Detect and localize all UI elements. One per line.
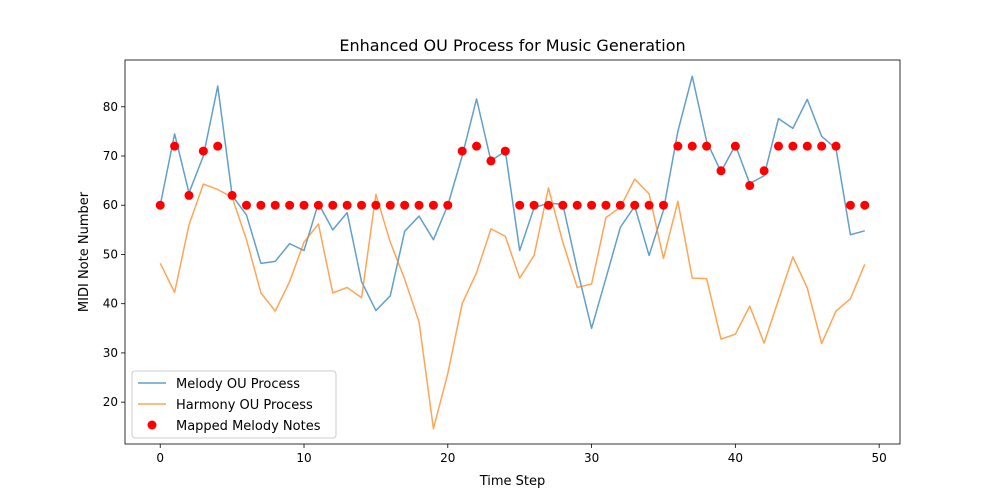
y-tick-label: 20 <box>103 395 118 409</box>
mapped-note-point <box>170 141 180 151</box>
mapped-note-point <box>213 141 223 151</box>
x-tick-label: 50 <box>872 451 887 465</box>
plot-series <box>155 75 870 430</box>
legend-label-melody: Melody OU Process <box>176 377 300 392</box>
mapped-note-point <box>357 200 367 210</box>
series-line-harmony-ou-process <box>159 178 866 430</box>
plot-frame <box>124 59 901 445</box>
mapped-note-point <box>428 200 438 210</box>
legend-box <box>131 370 337 439</box>
y-tick-label: 70 <box>103 149 118 163</box>
mapped-note-point <box>285 200 295 210</box>
mapped-note-point <box>673 141 683 151</box>
mapped-note-point <box>572 200 582 210</box>
mapped-note-point <box>414 200 424 210</box>
mapped-note-point <box>198 146 208 156</box>
mapped-note-point <box>543 200 553 210</box>
mapped-note-point <box>241 200 251 210</box>
mapped-note-point <box>860 200 870 210</box>
mapped-note-point <box>802 141 812 151</box>
chart-title: Enhanced OU Process for Music Generation <box>339 36 685 55</box>
mapped-note-point <box>817 141 827 151</box>
mapped-note-point <box>630 200 640 210</box>
mapped-note-point <box>400 200 410 210</box>
mapped-note-point <box>500 146 510 156</box>
mapped-note-point <box>385 200 395 210</box>
mapped-note-point <box>774 141 784 151</box>
mapped-note-point <box>155 200 165 210</box>
series-line-melody-ou-process <box>159 75 865 330</box>
mapped-note-point <box>587 200 597 210</box>
mapped-note-point <box>658 200 668 210</box>
x-tick-label: 40 <box>728 451 743 465</box>
x-tick-label: 10 <box>296 451 311 465</box>
y-tick-label: 30 <box>103 346 118 360</box>
mapped-note-point <box>702 141 712 151</box>
mapped-note-point <box>486 156 496 166</box>
mapped-note-point <box>270 200 280 210</box>
mapped-note-point <box>256 200 266 210</box>
mapped-note-point <box>529 200 539 210</box>
x-tick-label: 30 <box>584 451 599 465</box>
mapped-note-point <box>845 200 855 210</box>
mapped-note-point <box>328 200 338 210</box>
x-axis: 0 10 20 30 40 50 <box>156 444 887 465</box>
mapped-note-point <box>601 200 611 210</box>
mapped-note-point <box>831 141 841 151</box>
y-tick-label: 80 <box>103 100 118 114</box>
mapped-note-point <box>443 200 453 210</box>
y-axis-label: MIDI Note Number <box>77 191 92 312</box>
y-tick-label: 40 <box>103 297 118 311</box>
mapped-note-point <box>687 141 697 151</box>
legend-label-harmony: Harmony OU Process <box>176 398 313 413</box>
x-tick-label: 0 <box>156 451 164 465</box>
mapped-note-point <box>515 200 525 210</box>
mapped-note-point <box>644 200 654 210</box>
mapped-note-point <box>745 181 755 191</box>
mapped-note-point <box>342 200 352 210</box>
mapped-note-point <box>227 190 237 200</box>
mapped-note-point <box>184 190 194 200</box>
legend: Melody OU Process Harmony OU Process Map… <box>131 370 337 439</box>
mapped-note-point <box>299 200 309 210</box>
legend-label-mapped-notes: Mapped Melody Notes <box>176 419 321 434</box>
y-tick-label: 60 <box>103 198 118 212</box>
mapped-note-point <box>615 200 625 210</box>
y-tick-label: 50 <box>103 247 118 261</box>
mapped-note-point <box>788 141 798 151</box>
mapped-note-point <box>558 200 568 210</box>
legend-swatch-mapped-notes <box>147 420 157 430</box>
x-tick-label: 20 <box>440 451 455 465</box>
mapped-note-point <box>313 200 323 210</box>
mapped-note-point <box>730 141 740 151</box>
y-axis: 20 30 40 50 60 70 80 <box>103 100 125 409</box>
mapped-note-point <box>457 146 467 156</box>
mapped-note-point <box>759 166 769 176</box>
mapped-note-point <box>371 200 381 210</box>
mapped-note-point <box>716 166 726 176</box>
mapped-note-point <box>472 141 482 151</box>
x-axis-label: Time Step <box>479 474 546 489</box>
